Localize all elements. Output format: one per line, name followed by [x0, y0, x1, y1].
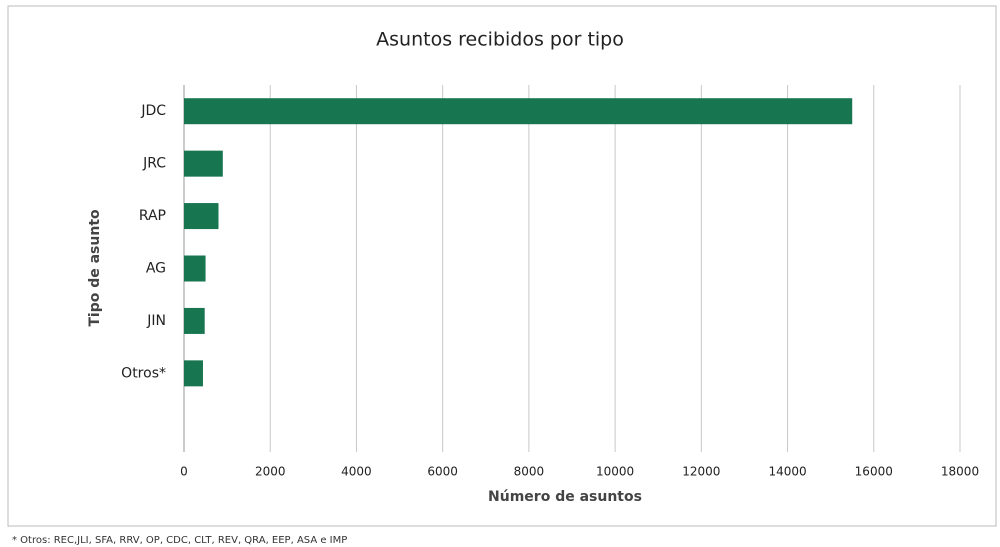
chart-frame	[7, 5, 997, 527]
y-tick-label: AG	[146, 261, 166, 277]
x-tick-label: 14000	[768, 465, 806, 479]
bar	[184, 203, 219, 230]
bar	[184, 307, 205, 334]
y-axis-title: Tipo de asunto	[87, 209, 103, 327]
footnote: * Otros: REC,JLI, SFA, RRV, OP, CDC, CLT…	[12, 535, 347, 546]
x-tick-label: 4000	[341, 465, 372, 479]
chart-title: Asuntos recibidos por tipo	[376, 29, 624, 51]
y-tick-label: JDC	[140, 103, 166, 119]
x-tick-label: 10000	[596, 465, 634, 479]
x-tick-label: 16000	[855, 465, 893, 479]
x-tick-label: 2000	[255, 465, 286, 479]
bar	[184, 255, 206, 282]
bar	[184, 360, 203, 387]
bar	[184, 150, 223, 177]
x-tick-label: 18000	[941, 465, 979, 479]
x-tick-label: 8000	[514, 465, 545, 479]
x-tick-label: 0	[180, 465, 188, 479]
x-tick-label: 6000	[427, 465, 458, 479]
x-tick-label: 12000	[682, 465, 720, 479]
y-tick-label: Otros*	[121, 365, 166, 381]
y-tick-label: JIN	[146, 313, 166, 329]
bar	[184, 98, 853, 125]
y-tick-label: JRC	[142, 156, 166, 172]
x-axis-title: Número de asuntos	[488, 489, 642, 505]
y-tick-label: RAP	[139, 208, 166, 224]
